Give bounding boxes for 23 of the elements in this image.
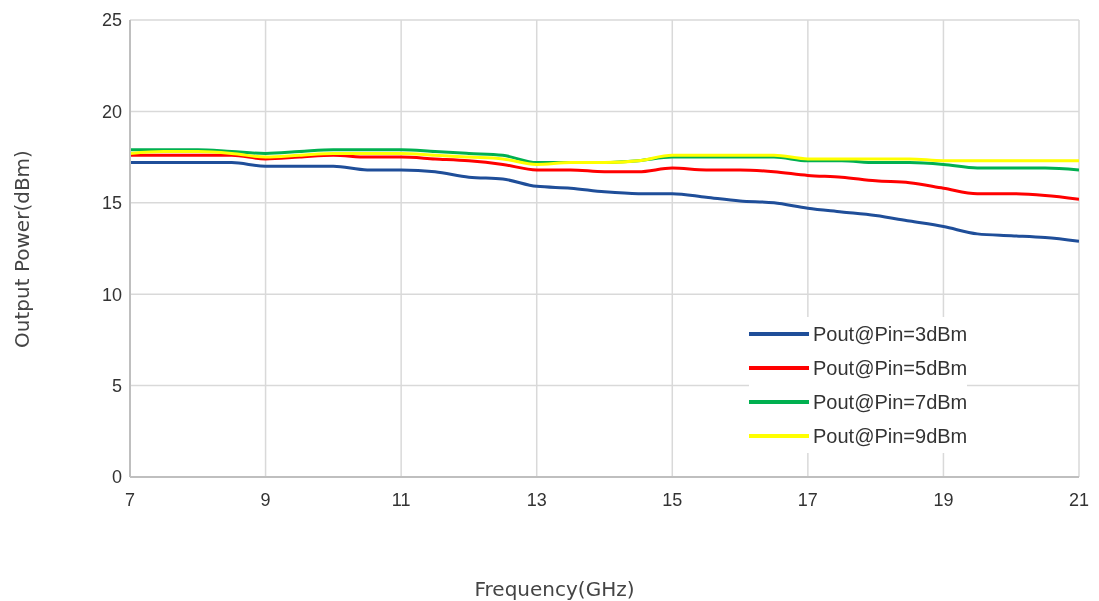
y-tick-label: 10 xyxy=(101,284,122,305)
x-tick-label: 21 xyxy=(1068,489,1090,510)
line-series xyxy=(130,161,1079,243)
x-tick-label: 11 xyxy=(391,489,411,510)
x-tick-label: 7 xyxy=(124,489,136,510)
legend-label: Pout@Pin=7dBm xyxy=(813,390,968,414)
x-tick-label: 19 xyxy=(933,489,954,510)
x-tick-label: 9 xyxy=(260,489,271,510)
legend-label: Pout@Pin=9dBm xyxy=(813,424,968,448)
y-tick-label: 15 xyxy=(101,193,122,214)
y-tick-label: 20 xyxy=(101,101,122,122)
line-series xyxy=(130,150,1079,166)
x-tick-label: 13 xyxy=(526,489,547,510)
legend-label: Pout@Pin=5dBm xyxy=(813,356,968,380)
legend-label: Pout@Pin=3dBm xyxy=(813,322,968,346)
x-tick-label: 17 xyxy=(797,489,818,510)
y-tick-label: 5 xyxy=(111,375,122,396)
y-axis-title: Output Power(dBm) xyxy=(10,149,34,348)
x-tick-label: 15 xyxy=(662,489,683,510)
line-series xyxy=(130,153,1079,201)
y-tick-label: 25 xyxy=(101,10,122,31)
y-tick-label: 0 xyxy=(111,467,122,488)
x-axis-title: Frequency(GHz) xyxy=(473,577,636,601)
